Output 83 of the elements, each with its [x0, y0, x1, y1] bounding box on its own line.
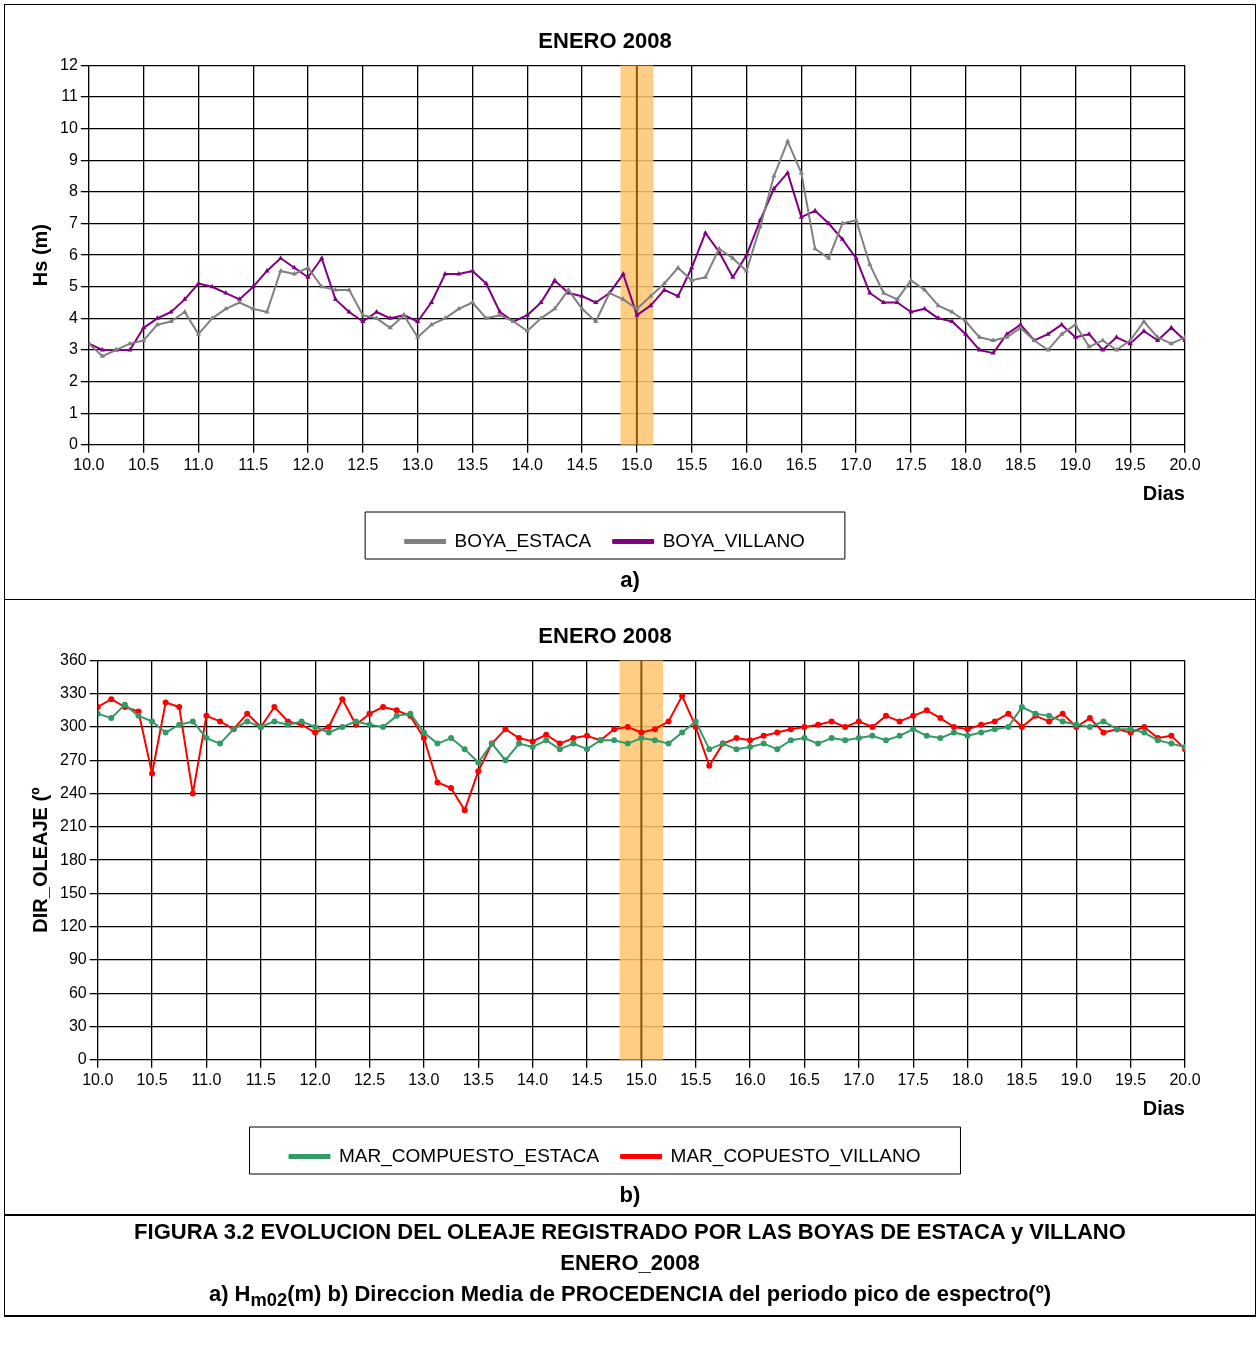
y-tick-label: 270	[59, 750, 87, 768]
x-axis-title: Dias	[1142, 481, 1185, 504]
x-tick-label: 13.0	[402, 455, 434, 473]
x-tick-label: 17.5	[895, 455, 927, 473]
x-tick-label: 15.5	[676, 455, 708, 473]
y-axis-title: Hs (m)	[28, 223, 51, 287]
x-tick-label: 16.5	[785, 455, 817, 473]
x-tick-label: 11.0	[191, 1070, 222, 1088]
x-tick-label: 14.5	[571, 1070, 603, 1088]
y-axis-title: DIR_OLEAJE (º	[28, 787, 51, 933]
x-tick-label: 16.5	[788, 1070, 821, 1088]
x-tick-label: 11.5	[238, 455, 269, 473]
y-tick-label: 60	[68, 983, 87, 1001]
y-tick-label: 3	[68, 340, 78, 358]
x-tick-label: 10.5	[136, 1070, 168, 1088]
y-tick-label: 30	[68, 1016, 87, 1034]
chart-title: ENERO 2008	[538, 28, 672, 54]
y-tick-label: 330	[59, 684, 87, 702]
x-tick-label: 20.0	[1169, 455, 1201, 473]
y-tick-label: 90	[68, 950, 87, 968]
x-axis-title: Dias	[1142, 1096, 1185, 1119]
text: ENERO_2008	[559, 1249, 701, 1277]
x-tick-label: 12.0	[299, 1070, 331, 1088]
x-tick-label: 11.0	[183, 455, 214, 473]
x-tick-label: 18.5	[1006, 1070, 1038, 1088]
x-tick-label: 13.5	[456, 455, 489, 473]
y-tick-label: 0	[68, 435, 78, 453]
x-tick-label: 16.0	[730, 455, 763, 473]
x-tick-label: 17.0	[840, 455, 872, 473]
x-tick-label: 18.5	[1005, 455, 1037, 473]
legend-label: BOYA_VILLANO	[662, 529, 805, 552]
y-tick-label: 11	[61, 87, 78, 105]
text: FIGURA 3.2 EVOLUCION DEL OLEAJE REGISTRADO POR LAS BOYAS DE ESTACA y VILLANO	[133, 1218, 1127, 1246]
text: b)	[618, 1181, 642, 1209]
x-tick-label: 12.0	[292, 455, 324, 473]
x-tick-label: 13.0	[408, 1070, 440, 1088]
y-tick-label: 10	[60, 119, 78, 137]
y-tick-label: 300	[59, 717, 87, 735]
y-tick-label: 4	[68, 308, 78, 326]
y-tick-label: 6	[68, 245, 78, 263]
y-tick-label: 240	[59, 783, 87, 801]
chart-title: ENERO 2008	[538, 623, 672, 649]
x-tick-label: 19.0	[1059, 455, 1092, 473]
x-tick-label: 14.0	[517, 1070, 549, 1088]
text: a) H$_{m02}$(m) b) Direccion Media de PROCEDENCIA del periodo pico de espectro(º)	[207, 1280, 1053, 1313]
x-tick-label: 11.5	[245, 1070, 276, 1088]
legend-label: MAR_COPUESTO_VILLANO	[670, 1144, 921, 1167]
y-tick-label: 180	[59, 850, 87, 868]
y-tick-label: 9	[68, 150, 78, 168]
x-tick-label: 19.5	[1114, 455, 1146, 473]
x-tick-label: 10.0	[82, 1070, 114, 1088]
x-tick-label: 19.5	[1115, 1070, 1147, 1088]
x-tick-label: 15.5	[680, 1070, 712, 1088]
y-tick-label: 120	[59, 917, 87, 935]
x-tick-label: 16.0	[734, 1070, 766, 1088]
x-tick-label: 13.5	[462, 1070, 494, 1088]
y-tick-label: 12	[60, 55, 78, 73]
x-tick-label: 18.0	[950, 455, 982, 473]
y-tick-label: 0	[77, 1050, 87, 1068]
y-tick-label: 5	[68, 277, 78, 295]
x-tick-label: 19.0	[1060, 1070, 1092, 1088]
y-tick-label: 1	[68, 403, 78, 421]
x-tick-label: 12.5	[347, 455, 379, 473]
y-tick-label: 8	[68, 182, 78, 200]
x-tick-label: 15.0	[625, 1070, 658, 1088]
x-tick-label: 10.0	[73, 455, 105, 473]
y-tick-label: 7	[68, 213, 78, 231]
x-tick-label: 14.5	[566, 455, 598, 473]
legend-label: MAR_COMPUESTO_ESTACA	[339, 1144, 600, 1167]
y-tick-label: 150	[59, 883, 87, 901]
x-tick-label: 20.0	[1169, 1070, 1201, 1088]
x-tick-label: 17.0	[843, 1070, 875, 1088]
y-tick-label: 360	[59, 650, 87, 668]
legend-label: BOYA_ESTACA	[454, 529, 592, 552]
x-tick-label: 18.0	[951, 1070, 984, 1088]
y-tick-label: 210	[59, 817, 87, 835]
x-tick-label: 15.0	[621, 455, 653, 473]
x-tick-label: 10.5	[128, 455, 160, 473]
x-tick-label: 14.0	[511, 455, 543, 473]
x-tick-label: 12.5	[353, 1070, 386, 1088]
x-tick-label: 17.5	[897, 1070, 929, 1088]
y-tick-label: 2	[68, 371, 78, 389]
text: a)	[619, 566, 641, 594]
